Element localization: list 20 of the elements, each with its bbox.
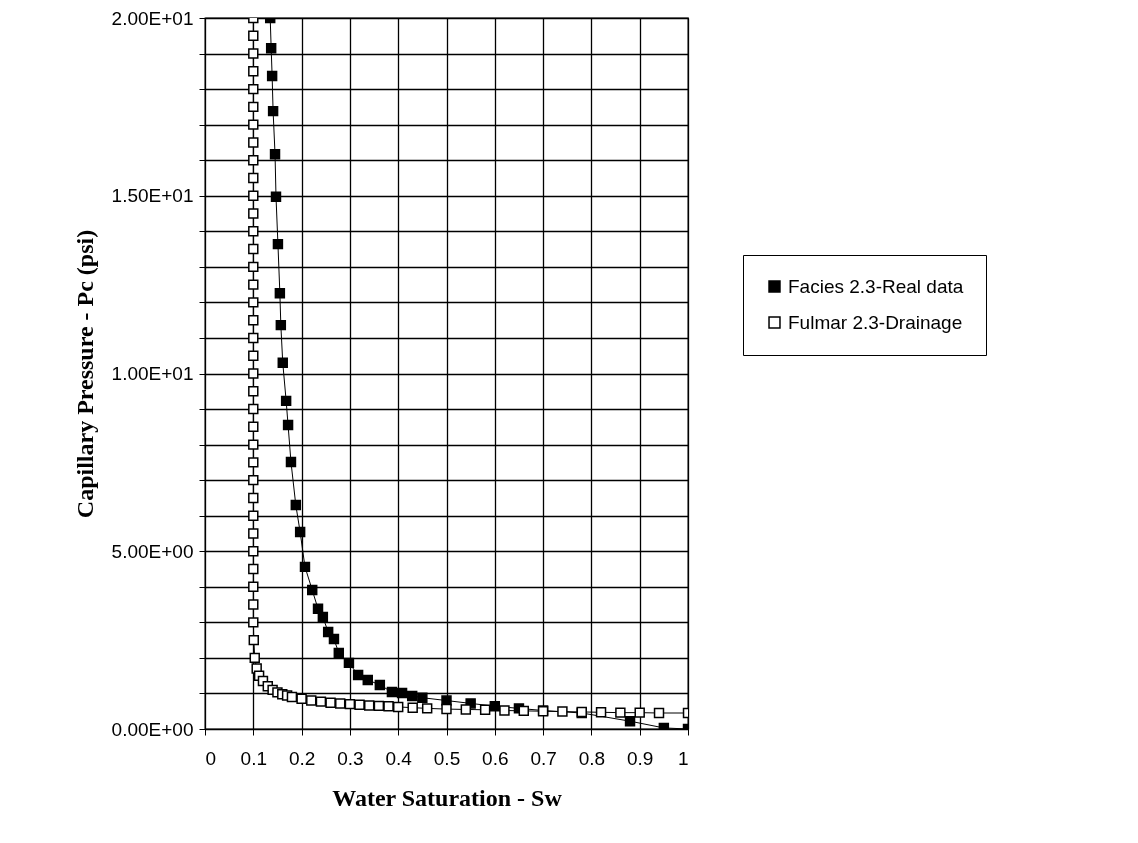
x-tick-label: 0.4 (385, 747, 413, 769)
x-axis-title: Water Saturation - Sw (332, 784, 563, 811)
x-tick-label: 0.2 (288, 747, 316, 769)
x-tick-label: 0.5 (433, 747, 461, 769)
x-tick-label: 0.6 (482, 747, 509, 769)
y-tick-label: 2.00E+01 (111, 7, 194, 29)
x-tick-label: 0.1 (240, 747, 268, 769)
y-tick-label: 5.00E+00 (111, 540, 194, 562)
x-tick-label: 0.9 (626, 747, 654, 769)
x-tick-label: 0.8 (578, 747, 606, 769)
y-tick-label: 1.00E+01 (111, 363, 194, 384)
legend-label: Facies 2.3-Real data (788, 275, 964, 297)
x-tick-label: 0.7 (530, 747, 557, 769)
y-tick-label: 1.50E+01 (111, 185, 194, 207)
y-tick-label: 0.00E+00 (111, 718, 194, 740)
x-tick-label: 1 (677, 747, 689, 769)
x-tick-label: 0.3 (337, 747, 364, 769)
y-axis-title: Capillary Pressure - Pc (psi) (71, 229, 98, 519)
legend-label: Fulmar 2.3-Drainage (788, 311, 963, 333)
x-tick-label: 0 (205, 747, 217, 769)
